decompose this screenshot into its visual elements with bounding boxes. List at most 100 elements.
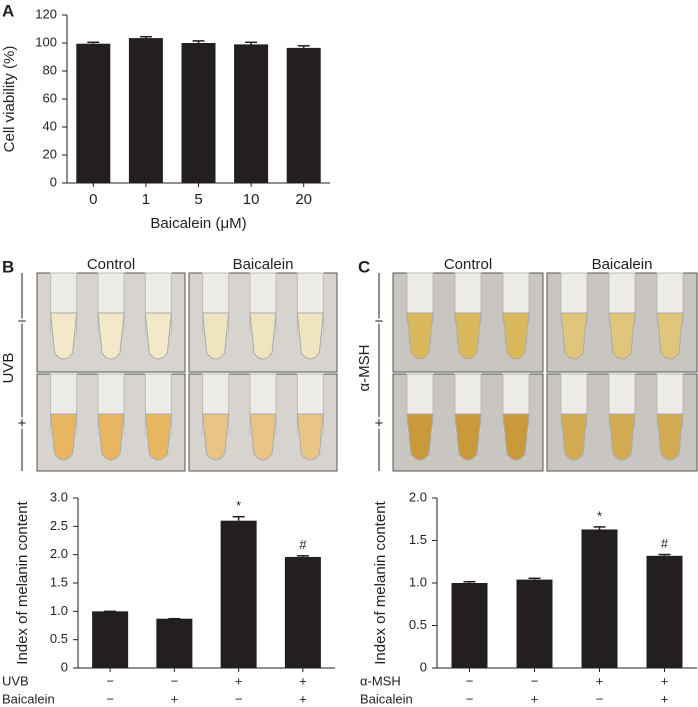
panel-label: B	[2, 257, 14, 276]
factor-level: −	[106, 691, 114, 706]
factor-level: +	[235, 673, 243, 688]
y-tick-label: 2.0	[409, 489, 427, 504]
y-tick-label: 1.0	[409, 574, 427, 589]
panel-label: A	[2, 1, 14, 20]
bar	[286, 47, 321, 184]
tube-content	[144, 312, 172, 360]
y-tick-label: 100	[35, 34, 57, 49]
column-label: Control	[444, 256, 492, 273]
row-label: +	[375, 415, 384, 432]
x-tick-label: 5	[194, 191, 202, 208]
bar	[128, 38, 163, 183]
tube-content	[97, 312, 125, 360]
y-tick-label: 20	[43, 146, 57, 161]
row-title: UVB	[0, 353, 17, 384]
tube-content	[656, 312, 684, 360]
bar	[451, 583, 488, 668]
error-bar	[593, 526, 606, 530]
factor-level: −	[531, 673, 539, 688]
significance-mark: #	[299, 537, 307, 552]
tube-content	[454, 312, 482, 360]
y-tick-label: 60	[43, 90, 57, 105]
factor-name: α-MSH	[360, 673, 401, 688]
column-label: Baicalein	[592, 256, 653, 273]
significance-mark: *	[236, 498, 241, 513]
y-tick-label: 2.0	[50, 546, 68, 561]
factor-level: +	[299, 691, 307, 706]
tube-content	[406, 312, 434, 360]
tube-content	[296, 312, 324, 360]
y-tick-label: 80	[43, 62, 57, 77]
bar	[581, 529, 618, 668]
error-bar	[528, 577, 541, 580]
row-label: +	[18, 415, 27, 432]
column-label: Control	[87, 256, 135, 273]
factor-level: +	[661, 691, 669, 706]
y-tick-label: 1.5	[50, 574, 68, 589]
factor-name: Baicalein	[2, 691, 55, 706]
significance-mark: #	[661, 536, 669, 551]
tube-content	[608, 413, 636, 461]
panel-label: C	[358, 257, 370, 276]
y-tick-label: 0	[50, 174, 57, 189]
error-bar	[192, 40, 205, 43]
factor-level: −	[106, 673, 114, 688]
row-label: −	[375, 313, 384, 330]
bar	[92, 611, 129, 668]
y-tick-label: 0.5	[50, 631, 68, 646]
y-tick-label: 0	[61, 659, 68, 674]
x-tick-label: 10	[243, 191, 260, 208]
y-tick-label: 0	[420, 659, 427, 674]
y-tick-label: 1.0	[50, 603, 68, 618]
tube-content	[560, 312, 588, 360]
tube-content	[406, 413, 434, 461]
y-axis-label: Index of melanin content	[14, 500, 31, 664]
factor-level: +	[531, 691, 539, 706]
factor-name: UVB	[2, 673, 29, 688]
bar	[516, 579, 553, 668]
error-bar	[139, 35, 152, 39]
tube-content	[502, 312, 530, 360]
significance-mark: *	[597, 508, 602, 523]
factor-level: +	[299, 673, 307, 688]
y-tick-label: 120	[35, 6, 57, 21]
tube-content	[202, 312, 230, 360]
tube-content	[249, 413, 277, 461]
tube-content	[249, 312, 277, 360]
y-tick-label: 2.5	[50, 518, 68, 533]
tube-content	[560, 413, 588, 461]
factor-name: Baicalein	[360, 691, 413, 706]
bar	[156, 618, 193, 668]
error-bar	[297, 45, 310, 48]
tube-content	[296, 413, 324, 461]
tube-content	[97, 413, 125, 461]
factor-level: +	[661, 673, 669, 688]
y-axis-label: Cell viability (%)	[1, 46, 18, 153]
tube-content	[502, 413, 530, 461]
factor-level: −	[466, 691, 474, 706]
error-bar	[296, 555, 309, 557]
x-axis-label: Baicalein (μM)	[150, 215, 246, 232]
tube-content	[656, 413, 684, 461]
factor-level: −	[235, 691, 243, 706]
factor-level: +	[596, 673, 604, 688]
factor-level: +	[171, 691, 179, 706]
tube-content	[50, 312, 78, 360]
factor-level: −	[171, 673, 179, 688]
x-tick-label: 1	[142, 191, 150, 208]
x-tick-label: 0	[89, 191, 97, 208]
tube-content	[144, 413, 172, 461]
tube-content	[454, 413, 482, 461]
tube-content	[50, 413, 78, 461]
y-axis-label: Index of melanin content	[372, 500, 389, 664]
bar	[181, 43, 216, 183]
y-tick-label: 3.0	[50, 489, 68, 504]
error-bar	[87, 41, 100, 44]
bar	[220, 520, 257, 668]
bar	[646, 555, 683, 668]
error-bar	[232, 515, 245, 521]
error-bar	[463, 580, 476, 583]
bar	[284, 556, 321, 668]
row-label: −	[18, 313, 27, 330]
